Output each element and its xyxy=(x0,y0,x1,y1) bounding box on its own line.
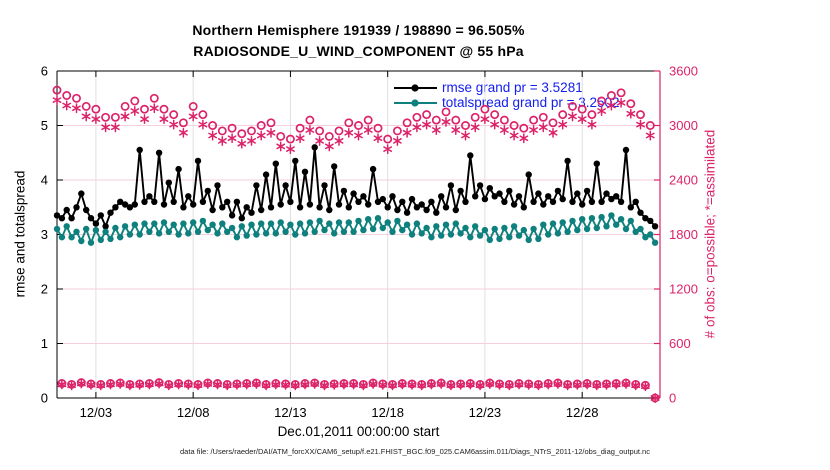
left-y-tick-label: 0 xyxy=(41,391,48,406)
right-y-tick-label: 2400 xyxy=(669,173,698,188)
right-y-tick-label: 3000 xyxy=(669,118,698,133)
legend-row-rmse: rmse grand pr = 3.5281 xyxy=(392,80,620,95)
right-y-tick-label: 600 xyxy=(669,336,691,351)
x-tick-label: 12/23 xyxy=(469,405,502,420)
rmse-series xyxy=(53,144,659,230)
x-tick-label: 12/13 xyxy=(274,405,307,420)
data-file-path: data file: /Users/raeder/DAI/ATM_forcXX/… xyxy=(180,447,650,456)
right-y-tick-label: 1200 xyxy=(669,282,698,297)
right-y-tick-label: 0 xyxy=(669,391,676,406)
totalspread-series xyxy=(53,212,659,246)
x-tick-label: 12/08 xyxy=(177,405,210,420)
left-y-tick-label: 2 xyxy=(41,282,48,297)
axes-box xyxy=(56,70,661,399)
left-y-axis-label: rmse and totalspread xyxy=(12,170,28,298)
x-tick-label: 12/03 xyxy=(80,405,113,420)
tick-labels: 12/03 12/08 12/13 12/18 12/23 12/28 0 1 2 3 4 5 6 0 60… xyxy=(41,64,698,421)
obs-assimilated-series xyxy=(52,95,660,403)
right-y-tick-label: 1800 xyxy=(669,227,698,242)
left-y-tick-label: 4 xyxy=(41,173,48,188)
x-tick-label: 12/18 xyxy=(371,405,404,420)
chart-title: Northern Hemisphere 191939 / 198890 = 96… xyxy=(192,22,525,38)
x-tick-label: 12/28 xyxy=(566,405,599,420)
left-y-tick-label: 5 xyxy=(41,118,48,133)
right-y-tick-label: 3600 xyxy=(669,64,698,79)
left-y-tick-label: 6 xyxy=(41,64,48,79)
rmse-line-sample-icon xyxy=(394,83,437,92)
left-y-tick-label: 1 xyxy=(41,336,48,351)
totalspread-line-sample-icon xyxy=(394,98,437,107)
left-y-tick-label: 3 xyxy=(41,227,48,242)
right-y-axis-label: # of obs: o=possible; *=assimilated xyxy=(702,129,718,339)
chart-subtitle: RADIOSONDE_U_WIND_COMPONENT @ 55 hPa xyxy=(193,43,524,59)
legend-label-rmse: rmse grand pr = 3.5281 xyxy=(442,80,583,95)
x-axis-label: Dec.01,2011 00:00:00 start xyxy=(277,424,440,439)
